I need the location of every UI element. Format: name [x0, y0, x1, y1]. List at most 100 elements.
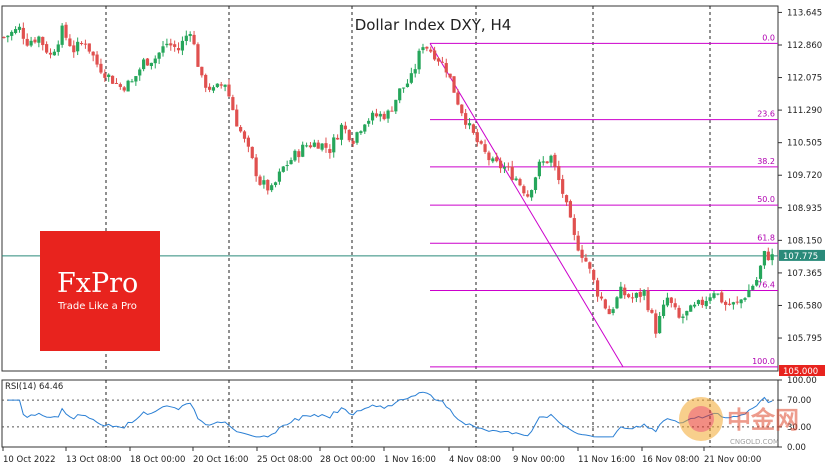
candle-body: [339, 124, 344, 140]
current-price-box: [779, 249, 825, 261]
candle-body: [607, 308, 611, 315]
candle-body: [510, 166, 514, 180]
candle-body: [370, 112, 375, 121]
candle-body: [41, 36, 45, 46]
rsi-label: RSI(14) 64.46: [5, 382, 63, 392]
candle-body: [394, 99, 398, 112]
fxpro-logo-tagline: Trade Like a Pro: [57, 301, 137, 312]
y-tick-label: 105.795: [787, 334, 822, 344]
candle-body: [200, 66, 204, 76]
rsi-panel: [2, 391, 778, 438]
candle-body: [770, 254, 774, 261]
candle-body: [642, 290, 646, 296]
candle-body: [215, 83, 219, 88]
candle-body: [487, 152, 491, 161]
x-tick-label: 16 Nov 08:00: [642, 455, 699, 465]
candle-body: [716, 293, 720, 295]
candle-body: [6, 35, 10, 38]
candle-body: [64, 24, 68, 38]
candle-body: [134, 76, 138, 82]
candle-body: [436, 58, 441, 62]
x-tick-label: 18 Oct 00:00: [130, 455, 185, 465]
x-tick-label: 10 Oct 2022: [3, 455, 56, 465]
candle-body: [165, 43, 169, 46]
candle-body: [301, 144, 305, 157]
candle-body: [467, 123, 472, 126]
candle-body: [475, 132, 479, 143]
candle-body: [277, 171, 282, 182]
candle-body: [522, 186, 526, 194]
candle-body: [378, 113, 382, 117]
candle-body: [564, 195, 569, 203]
candle-body: [169, 43, 173, 46]
y-tick-label: 109.720: [787, 171, 822, 181]
candle-body: [708, 297, 712, 301]
candle-body: [537, 161, 541, 177]
candle-body: [180, 40, 185, 51]
candle-body: [235, 109, 239, 127]
candle-body: [52, 51, 56, 56]
candle-body: [258, 176, 262, 185]
candle-body: [25, 38, 29, 46]
candle-body: [646, 290, 650, 311]
candle-body: [603, 299, 607, 309]
candle-body: [17, 26, 22, 30]
candle-body: [720, 292, 724, 303]
candle-body: [627, 294, 631, 298]
candle-body: [739, 299, 743, 304]
y-tick-label: 110.505: [787, 139, 822, 149]
candle-body: [242, 131, 247, 139]
candle-body: [56, 44, 60, 52]
y-tick-label: 113.645: [787, 8, 822, 18]
x-tick-label: 21 Nov 00:00: [704, 455, 761, 465]
candle-body: [246, 137, 250, 147]
candle-body: [712, 293, 716, 298]
candle-body: [654, 313, 658, 334]
rsi-tick-label: 30.00: [787, 423, 811, 433]
candle-body: [285, 165, 289, 167]
candle-body: [444, 63, 448, 73]
candle-body: [10, 31, 14, 36]
candle-body: [33, 39, 37, 43]
y-tick-label: 112.075: [787, 74, 822, 84]
current-price-label: 107.775: [783, 252, 818, 262]
fib-level-label: 76.4: [757, 281, 775, 290]
candle-body: [401, 87, 406, 89]
candle-body: [316, 142, 320, 149]
candle-body: [650, 309, 654, 313]
rsi-tick-label: 70.00: [787, 396, 811, 406]
candle-body: [304, 145, 309, 147]
candle-body: [561, 179, 565, 194]
candle-body: [312, 142, 316, 147]
candle-body: [347, 129, 351, 141]
candle-body: [681, 316, 685, 318]
candle-body: [658, 315, 662, 334]
candle-body: [207, 86, 212, 90]
candle-body: [584, 257, 588, 262]
candle-body: [266, 179, 270, 191]
candle-body: [595, 280, 600, 297]
candle-body: [363, 124, 367, 132]
fibonacci-retracement: 0.0 23.6 38.2 50.0 61.8 76.4 100.0: [429, 33, 778, 368]
candle-body: [239, 127, 243, 132]
candle-body: [762, 251, 767, 266]
candle-body: [460, 104, 464, 114]
candle-body: [502, 167, 507, 169]
candle-body: [665, 297, 670, 306]
candle-body: [533, 177, 538, 191]
candle-body: [324, 143, 328, 148]
candle-body: [250, 146, 254, 159]
candle-body: [405, 83, 410, 88]
candle-body: [692, 304, 697, 307]
candle-body: [273, 182, 278, 186]
cngold-watermark-sub: CNGOLD.COM: [730, 438, 779, 446]
x-tick-label: 20 Oct 16:00: [193, 455, 248, 465]
candle-body: [568, 201, 573, 218]
candle-body: [530, 190, 534, 198]
candle-body: [700, 299, 704, 306]
y-tick-label: 108.935: [787, 204, 822, 214]
candle-body: [685, 310, 689, 316]
candle-body: [413, 69, 417, 74]
candle-body: [99, 63, 103, 73]
